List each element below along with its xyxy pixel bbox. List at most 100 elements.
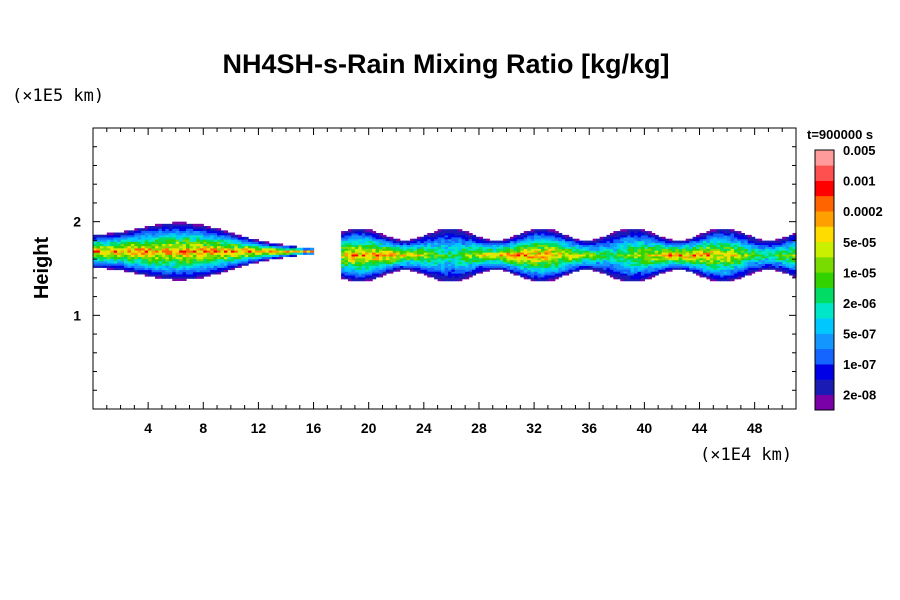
- field-cell: [537, 244, 542, 247]
- field-cell: [389, 250, 394, 253]
- field-cell: [454, 252, 459, 255]
- field-cell: [675, 259, 680, 263]
- field-cell: [578, 242, 583, 246]
- field-cell: [651, 267, 656, 270]
- field-cell: [472, 273, 477, 276]
- field-cell: [275, 245, 280, 249]
- field-cell: [413, 253, 418, 257]
- field-cell: [468, 253, 473, 257]
- field-cell: [430, 273, 435, 276]
- field-cell: [640, 231, 645, 234]
- colorbar-swatch: [815, 302, 834, 319]
- field-cell: [640, 261, 645, 265]
- field-cell: [764, 253, 770, 257]
- field-cell: [182, 221, 187, 225]
- field-cell: [206, 247, 211, 251]
- field-cell: [375, 244, 380, 247]
- field-cell: [210, 262, 215, 266]
- field-cell: [303, 252, 308, 255]
- field-cell: [341, 232, 346, 236]
- field-cell: [516, 242, 521, 246]
- field-cell: [165, 273, 170, 277]
- field-cell: [671, 252, 676, 255]
- field-cell: [647, 265, 652, 268]
- field-cell: [785, 259, 790, 263]
- field-cell: [499, 267, 504, 270]
- field-cell: [203, 228, 208, 231]
- field-cell: [589, 265, 594, 268]
- field-cell: [733, 269, 739, 272]
- field-cell: [117, 256, 122, 260]
- field-cell: [368, 238, 373, 242]
- field-cell: [199, 245, 204, 249]
- field-cell: [444, 257, 449, 261]
- field-cell: [606, 234, 611, 238]
- field-cell: [661, 246, 666, 249]
- field-cell: [130, 252, 135, 255]
- field-cell: [537, 278, 542, 282]
- field-cell: [354, 231, 359, 234]
- field-cell: [623, 273, 628, 276]
- field-cell: [603, 246, 608, 249]
- field-cell: [585, 257, 590, 261]
- field-cell: [358, 276, 363, 280]
- field-cell: [382, 265, 387, 268]
- field-cell: [124, 267, 129, 271]
- field-cell: [389, 252, 394, 255]
- field-cell: [192, 262, 197, 266]
- field-cell: [213, 269, 218, 273]
- field-cell: [392, 263, 397, 266]
- field-cell: [392, 240, 397, 244]
- field-cell: [630, 259, 635, 263]
- field-cell: [537, 253, 542, 257]
- field-cell: [158, 226, 163, 229]
- field-cell: [747, 259, 752, 263]
- field-cell: [351, 273, 356, 276]
- field-cell: [279, 245, 284, 249]
- field-cell: [341, 269, 346, 272]
- field-cell: [361, 269, 366, 272]
- field-cell: [685, 263, 690, 266]
- field-cell: [110, 252, 115, 255]
- field-cell: [213, 267, 218, 271]
- field-cell: [389, 238, 394, 242]
- field-cell: [630, 263, 635, 266]
- field-cell: [441, 240, 446, 244]
- field-cell: [527, 252, 532, 255]
- field-cell: [792, 267, 797, 270]
- field-cell: [361, 232, 366, 236]
- field-cell: [627, 242, 632, 246]
- field-cell: [606, 269, 611, 272]
- field-cell: [168, 260, 173, 264]
- field-cell: [244, 260, 249, 264]
- field-cell: [582, 244, 587, 247]
- field-cell: [168, 232, 173, 236]
- field-cell: [771, 259, 776, 263]
- field-cell: [651, 265, 656, 268]
- field-cell: [565, 257, 570, 261]
- field-cell: [423, 252, 428, 255]
- field-cell: [220, 267, 225, 271]
- field-cell: [716, 248, 721, 251]
- field-cell: [117, 249, 122, 253]
- field-cell: [179, 262, 184, 266]
- field-cell: [248, 256, 253, 260]
- field-cell: [758, 259, 763, 263]
- field-cell: [468, 232, 473, 236]
- field-cell: [206, 243, 211, 247]
- colorbar-swatch: [815, 394, 834, 411]
- field-cell: [113, 267, 118, 271]
- field-cell: [192, 260, 197, 264]
- field-cell: [561, 265, 566, 268]
- field-cell: [689, 240, 694, 244]
- field-cell: [137, 269, 142, 273]
- field-cell: [117, 260, 122, 264]
- field-cell: [720, 253, 725, 257]
- field-cell: [172, 226, 177, 229]
- field-cell: [134, 249, 139, 253]
- field-cell: [423, 253, 428, 257]
- field-cell: [413, 263, 418, 266]
- field-cell: [754, 250, 759, 253]
- field-cell: [175, 239, 180, 242]
- field-cell: [444, 234, 449, 238]
